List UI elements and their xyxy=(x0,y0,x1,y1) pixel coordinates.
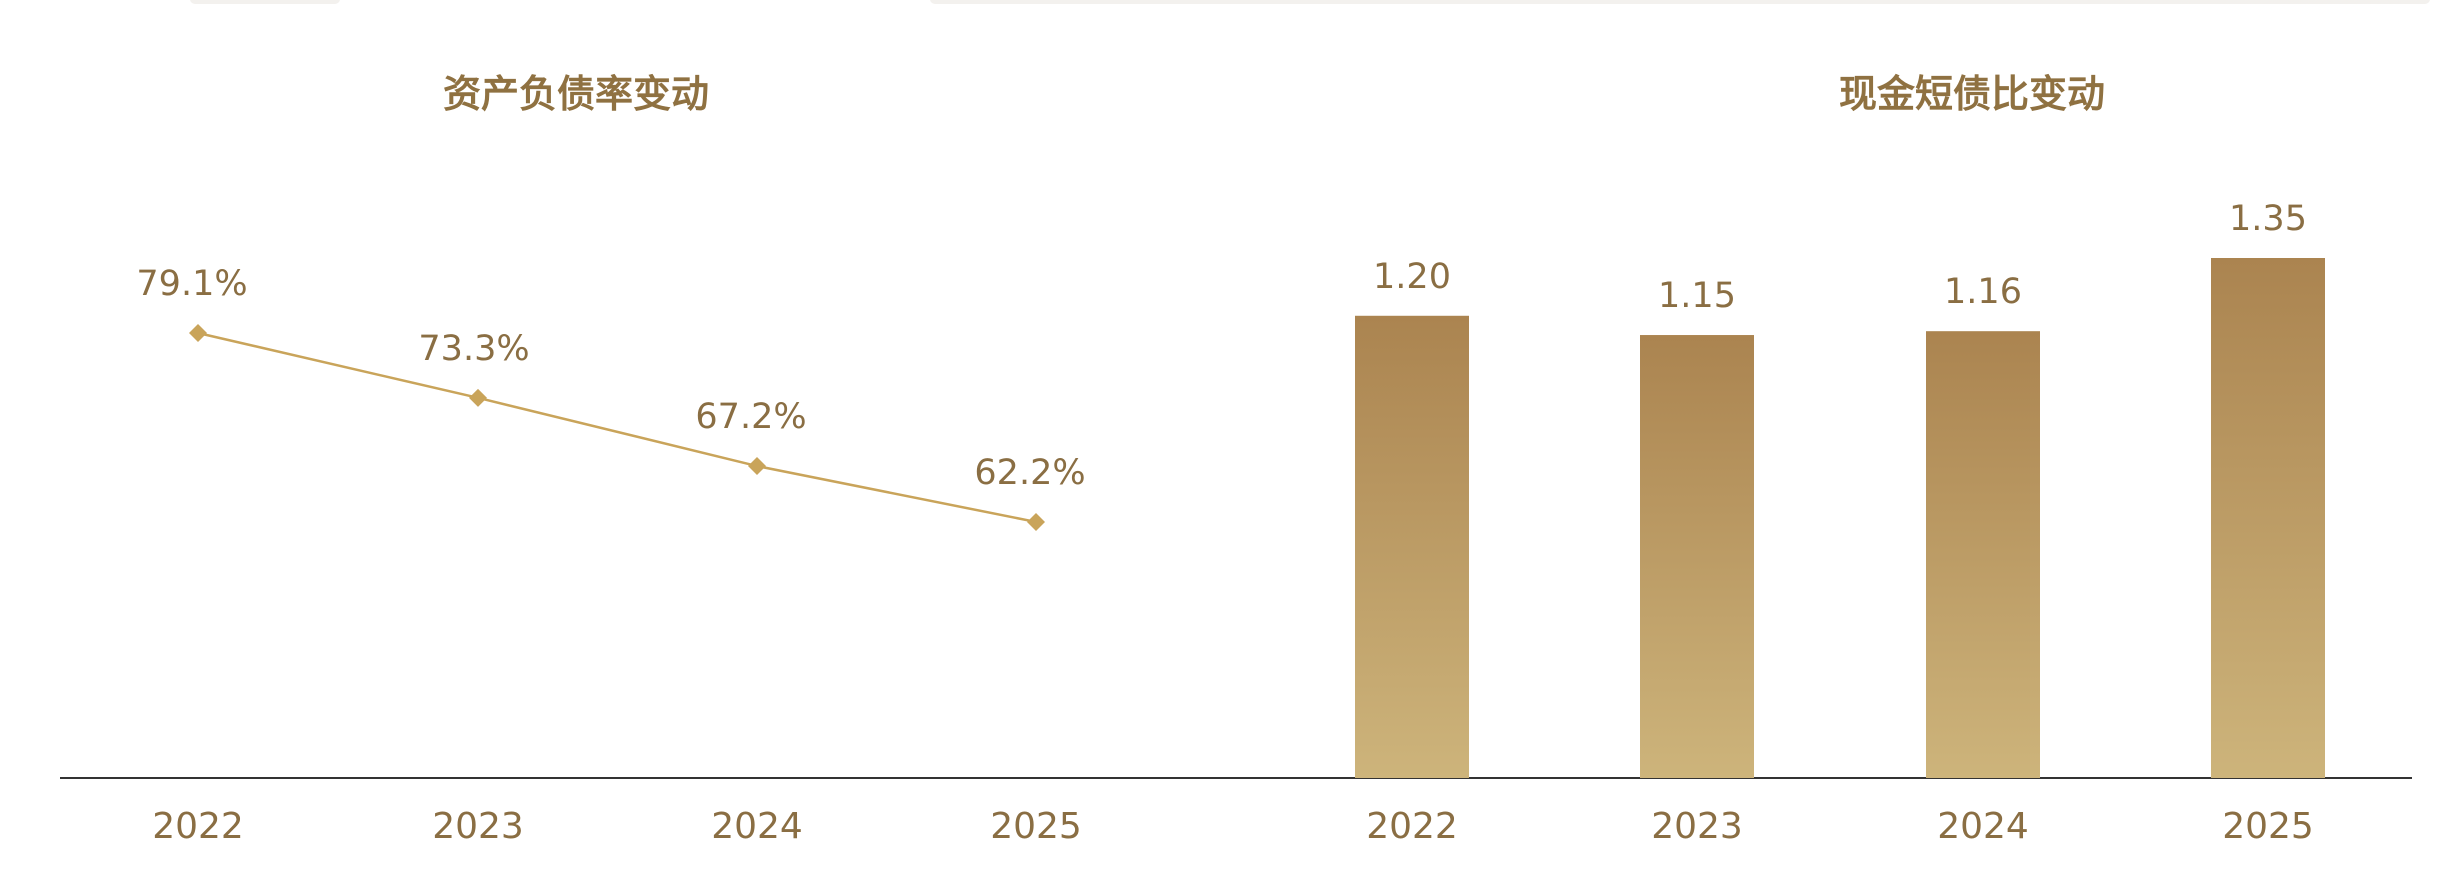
bar-x-tick-2022: 2022 xyxy=(1366,806,1458,847)
line-data-label-2022: 79.1% xyxy=(136,264,247,304)
bar-data-label-2024: 1.16 xyxy=(1944,272,2022,312)
line-marker-2022 xyxy=(189,324,207,342)
bar-x-tick-2023: 2023 xyxy=(1651,806,1743,847)
bar-data-label-2025: 1.35 xyxy=(2229,199,2307,239)
line-marker-2023 xyxy=(469,388,487,407)
debt-ratio-markers xyxy=(189,324,1045,531)
line-marker-2025 xyxy=(1027,512,1045,531)
bar-2023 xyxy=(1640,335,1754,778)
bar-data-label-2023: 1.15 xyxy=(1658,276,1736,316)
debt-ratio-x-tick-labels: 2022 2023 2024 2025 xyxy=(152,806,1082,847)
line-x-tick-2025: 2025 xyxy=(990,806,1082,847)
cash-ratio-data-labels: 1.20 1.15 1.16 1.35 xyxy=(1373,199,2307,316)
bar-2025 xyxy=(2211,258,2325,778)
line-data-label-2023: 73.3% xyxy=(418,329,529,369)
debt-ratio-chart-title: 资产负债率变动 xyxy=(443,72,709,116)
line-x-tick-2024: 2024 xyxy=(711,806,803,847)
top-shadow-decoration xyxy=(930,0,2430,4)
cash-ratio-chart-title: 现金短债比变动 xyxy=(1839,72,2105,116)
line-x-tick-2023: 2023 xyxy=(432,806,524,847)
top-left-shadow-decoration xyxy=(190,0,340,4)
cash-ratio-x-tick-labels: 2022 2023 2024 2025 xyxy=(1366,806,2314,847)
bar-2022 xyxy=(1355,315,1469,778)
bar-x-tick-2025: 2025 xyxy=(2222,806,2314,847)
line-marker-2024 xyxy=(748,457,766,476)
cash-short-debt-bar-chart: 现金短债比变动 1.20 1.15 1.161.35 2022 2023 2024 202… xyxy=(1355,72,2325,847)
bar-data-label-2022: 1.20 xyxy=(1373,257,1451,297)
debt-ratio-series-line xyxy=(197,331,1037,524)
bar-2024 xyxy=(1926,331,2040,778)
debt-ratio-line-chart: 资产负债率变动 79.1%73.3%67.2%62.2% 2022 2023 202… xyxy=(136,72,1085,847)
debt-ratio-data-labels: 79.1% 73.3% 67.2% 62.2% xyxy=(136,264,1085,493)
cash-ratio-bars xyxy=(1355,258,2325,778)
bar-x-tick-2024: 2024 xyxy=(1937,806,2029,847)
line-data-label-2025: 62.2% xyxy=(974,453,1085,493)
line-x-tick-2022: 2022 xyxy=(152,806,244,847)
line-data-label-2024: 67.2% xyxy=(695,397,806,437)
